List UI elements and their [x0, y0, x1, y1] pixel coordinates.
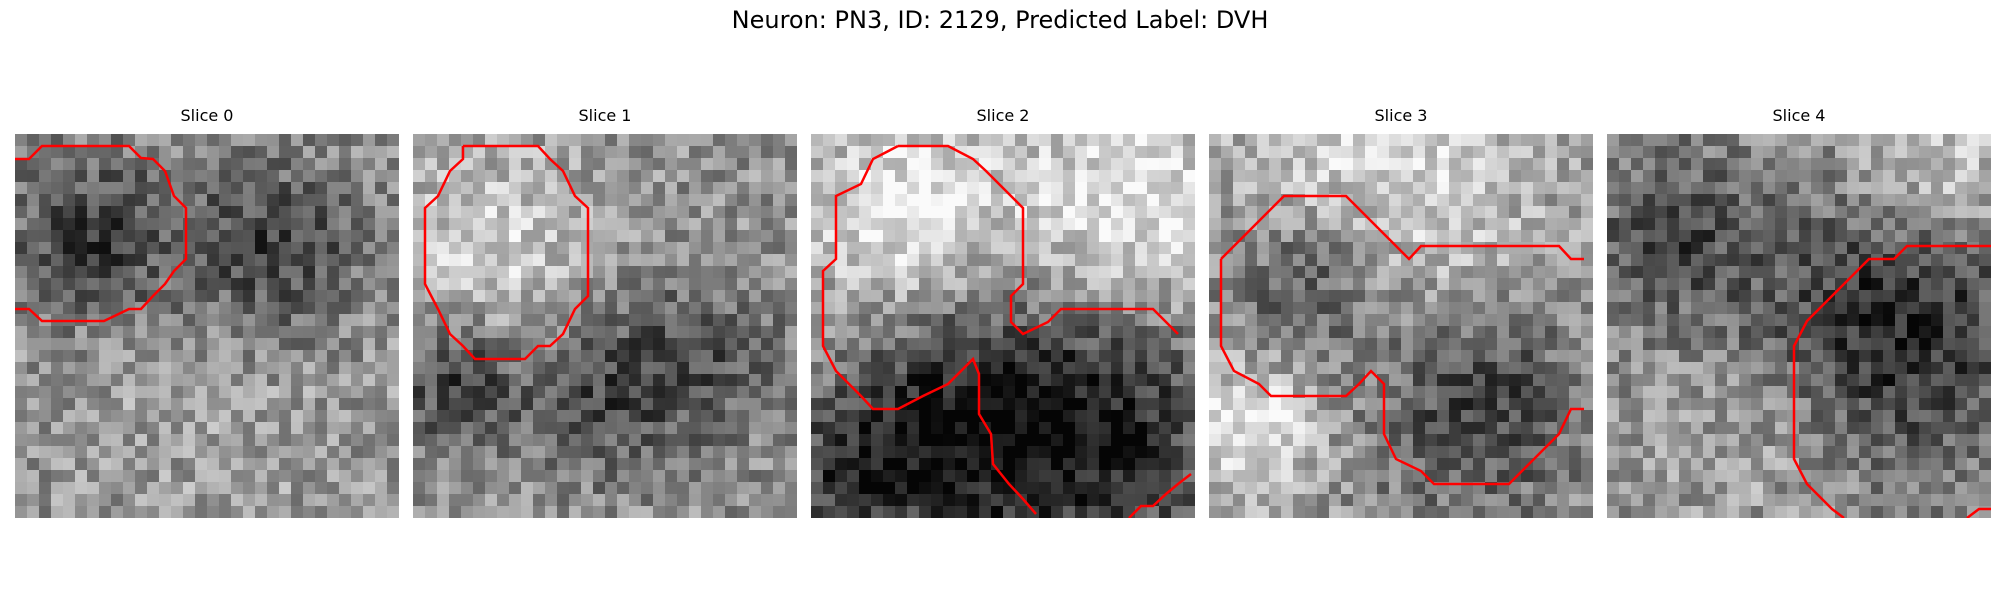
contour-3 [1220, 194, 1584, 261]
figure-title: Neuron: PN3, ID: 2129, Predicted Label: … [731, 6, 1269, 34]
contour-3b [1219, 259, 1584, 486]
contour-2a [898, 144, 1179, 336]
contour-2c [1128, 473, 1192, 518]
slice-image-3 [1209, 134, 1593, 518]
slice-title-0: Slice 0 [180, 106, 234, 125]
contour-0a [15, 144, 188, 323]
slice-title-3: Slice 3 [1374, 106, 1428, 125]
slice-pixels-1 [413, 134, 797, 518]
contour-4b [1792, 283, 1845, 518]
slice-title-4: Slice 4 [1772, 106, 1826, 125]
slice-title-1: Slice 1 [578, 106, 632, 125]
slice-image-2 [811, 134, 1195, 518]
slice-title-2: Slice 2 [976, 106, 1030, 125]
contour-4c [1966, 507, 1991, 518]
slice-pixels-3 [1209, 134, 1593, 518]
slice-image-1 [413, 134, 797, 518]
contour-1 [423, 144, 590, 361]
slice-pixels-0 [15, 134, 399, 518]
slice-image-0 [15, 134, 399, 518]
contour-4a [1843, 244, 1991, 285]
slice-pixels-4 [1607, 134, 1991, 518]
contour-2b [821, 144, 1037, 515]
slice-image-4 [1607, 134, 1991, 518]
slice-pixels-2 [811, 134, 1195, 518]
